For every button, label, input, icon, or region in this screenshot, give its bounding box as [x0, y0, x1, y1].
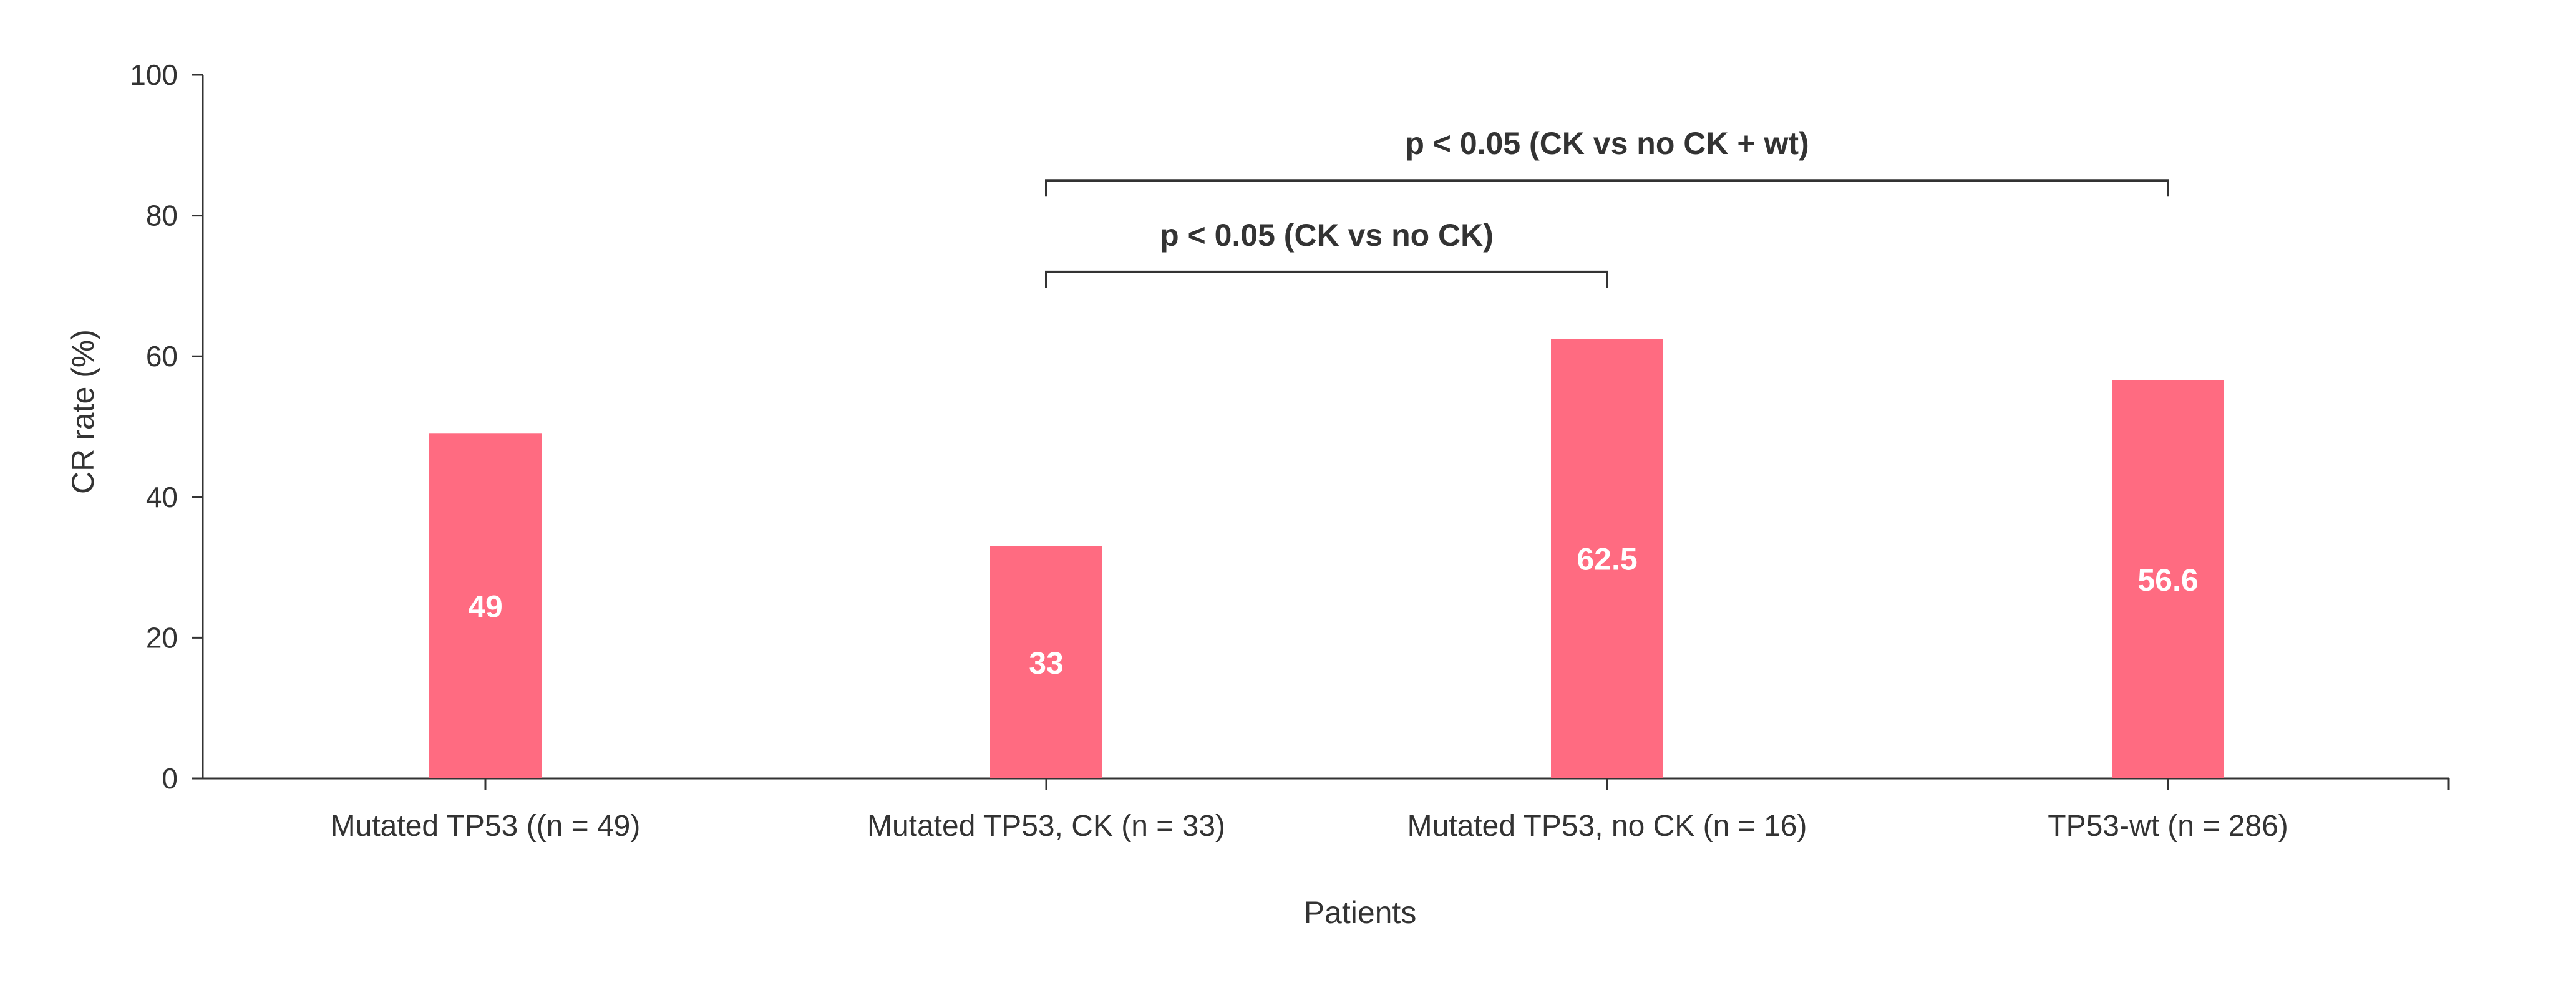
bars: 49 Mutated TP53 ((n = 49) 33 Mutated TP53, …	[331, 339, 2288, 843]
y-tick-label: 40	[146, 481, 178, 513]
y-tick-label: 100	[130, 59, 178, 91]
y-axis-title: CR rate (%)	[66, 329, 100, 494]
significance-bracket	[1045, 179, 2169, 197]
y-tick-label: 60	[146, 340, 178, 372]
x-tick-label: TP53-wt (n = 286)	[2048, 810, 2288, 843]
x-tick-label: Mutated TP53, no CK (n = 16)	[1407, 810, 1807, 843]
y-tick-label: 20	[146, 621, 178, 654]
x-tick-label: Mutated TP53, CK (n = 33)	[867, 810, 1225, 843]
significance-annotations: p < 0.05 (CK vs no CK) p < 0.05 (CK vs no…	[1045, 126, 2169, 288]
bar-data-label: 49	[468, 589, 503, 624]
bar	[2112, 380, 2224, 778]
bar-data-label: 56.6	[2137, 563, 2198, 598]
bar	[990, 546, 1102, 778]
significance-label: p < 0.05 (CK vs no CK + wt)	[1405, 126, 1809, 161]
bar-data-label: 33	[1029, 646, 1064, 680]
significance-bracket	[1045, 270, 1608, 288]
y-tick-label: 0	[162, 762, 178, 795]
x-axis-title: Patients	[1304, 895, 1417, 930]
bar-data-label: 62.5	[1577, 542, 1637, 577]
bar	[1551, 339, 1663, 778]
y-tick-label: 80	[146, 200, 178, 232]
significance-label: p < 0.05 (CK vs no CK)	[1160, 218, 1494, 253]
bar	[429, 433, 542, 778]
axes: 0 20 40 60 80 100	[130, 59, 2450, 795]
x-tick-label: Mutated TP53 ((n = 49)	[331, 810, 641, 843]
